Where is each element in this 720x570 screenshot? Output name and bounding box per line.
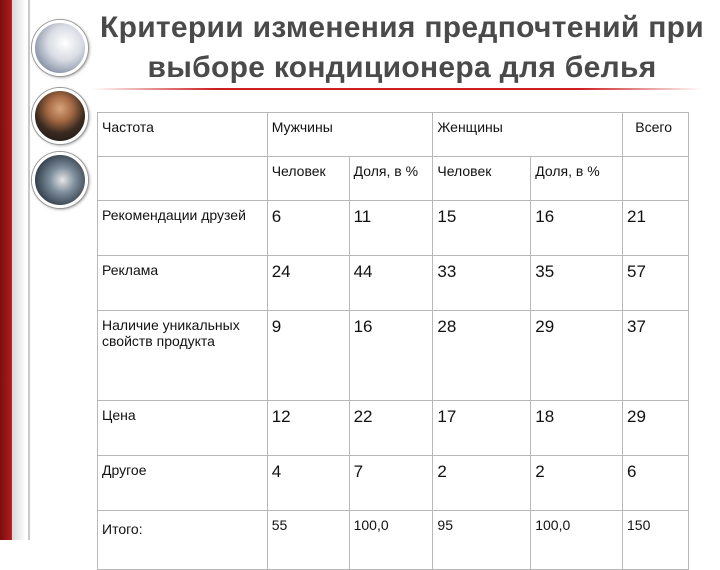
cell-women-count: 33 (432, 255, 532, 311)
cell-men-count: 24 (266, 255, 350, 311)
slide-title: Критерии изменения предпочтений при выбо… (99, 11, 705, 84)
cell-men-count: 9 (266, 310, 350, 401)
row-label: Реклама (97, 255, 268, 311)
subheader-empty-total (622, 156, 689, 201)
table-row: Реклама 24 44 33 35 57 (97, 255, 689, 311)
subheader-empty (97, 156, 268, 201)
subheader-men-share: Доля, в % (348, 156, 434, 201)
table-total-row: Итого: 55 100,0 95 100,0 150 (97, 510, 689, 570)
row-label: Итого: (97, 510, 268, 570)
cell-women-share: 35 (530, 255, 624, 311)
cell-total: 57 (622, 255, 689, 311)
cell-men-count: 6 (266, 200, 350, 256)
title-underline (92, 88, 702, 90)
left-decorative-band (0, 0, 26, 540)
cell-men-count: 4 (266, 455, 350, 511)
cell-total: 150 (622, 510, 689, 570)
cell-total: 37 (622, 310, 689, 401)
cell-men-share: 11 (348, 200, 434, 256)
row-label: Рекомендации друзей (97, 200, 268, 256)
photo-woman-thumbnail (32, 88, 88, 144)
row-label: Другое (97, 455, 268, 511)
left-divider-line (28, 0, 30, 540)
cell-men-share: 100,0 (348, 510, 434, 570)
photo-laundry-thumbnail (32, 20, 88, 76)
header-men: Мужчины (266, 112, 434, 157)
cell-total: 6 (622, 455, 689, 511)
cell-women-count: 15 (432, 200, 532, 256)
table-subheader-row: Человек Доля, в % Человек Доля, в % (97, 156, 689, 201)
cell-men-count: 55 (266, 510, 350, 570)
cell-women-share: 2 (530, 455, 624, 511)
header-total: Всего (622, 112, 689, 157)
cell-women-share: 18 (530, 400, 624, 456)
cell-women-share: 29 (530, 310, 624, 401)
subheader-men-count: Человек (266, 156, 350, 201)
cell-women-share: 100,0 (530, 510, 624, 570)
table-row: Рекомендации друзей 6 11 15 16 21 (97, 200, 689, 256)
cell-women-count: 95 (432, 510, 532, 570)
table-header-row: Частота Мужчины Женщины Всего (97, 112, 689, 157)
cell-women-count: 2 (432, 455, 532, 511)
table-row: Другое 4 7 2 2 6 (97, 455, 689, 511)
preferences-table: Частота Мужчины Женщины Всего Человек До… (97, 112, 689, 570)
subheader-women-count: Человек (432, 156, 532, 201)
header-frequency: Частота (97, 112, 268, 157)
cell-women-share: 16 (530, 200, 624, 256)
photo-people-thumbnail (32, 152, 88, 208)
cell-total: 29 (622, 400, 689, 456)
row-label: Цена (97, 400, 268, 456)
cell-total: 21 (622, 200, 689, 256)
cell-women-count: 28 (432, 310, 532, 401)
row-label: Наличие уникальных свойств продукта (97, 310, 268, 401)
subheader-women-share: Доля, в % (530, 156, 624, 201)
cell-men-count: 12 (266, 400, 350, 456)
cell-women-count: 17 (432, 400, 532, 456)
cell-men-share: 44 (348, 255, 434, 311)
table-row: Цена 12 22 17 18 29 (97, 400, 689, 456)
header-women: Женщины (432, 112, 624, 157)
cell-men-share: 16 (348, 310, 434, 401)
table-row: Наличие уникальных свойств продукта 9 16… (97, 310, 689, 401)
cell-men-share: 7 (348, 455, 434, 511)
cell-men-share: 22 (348, 400, 434, 456)
